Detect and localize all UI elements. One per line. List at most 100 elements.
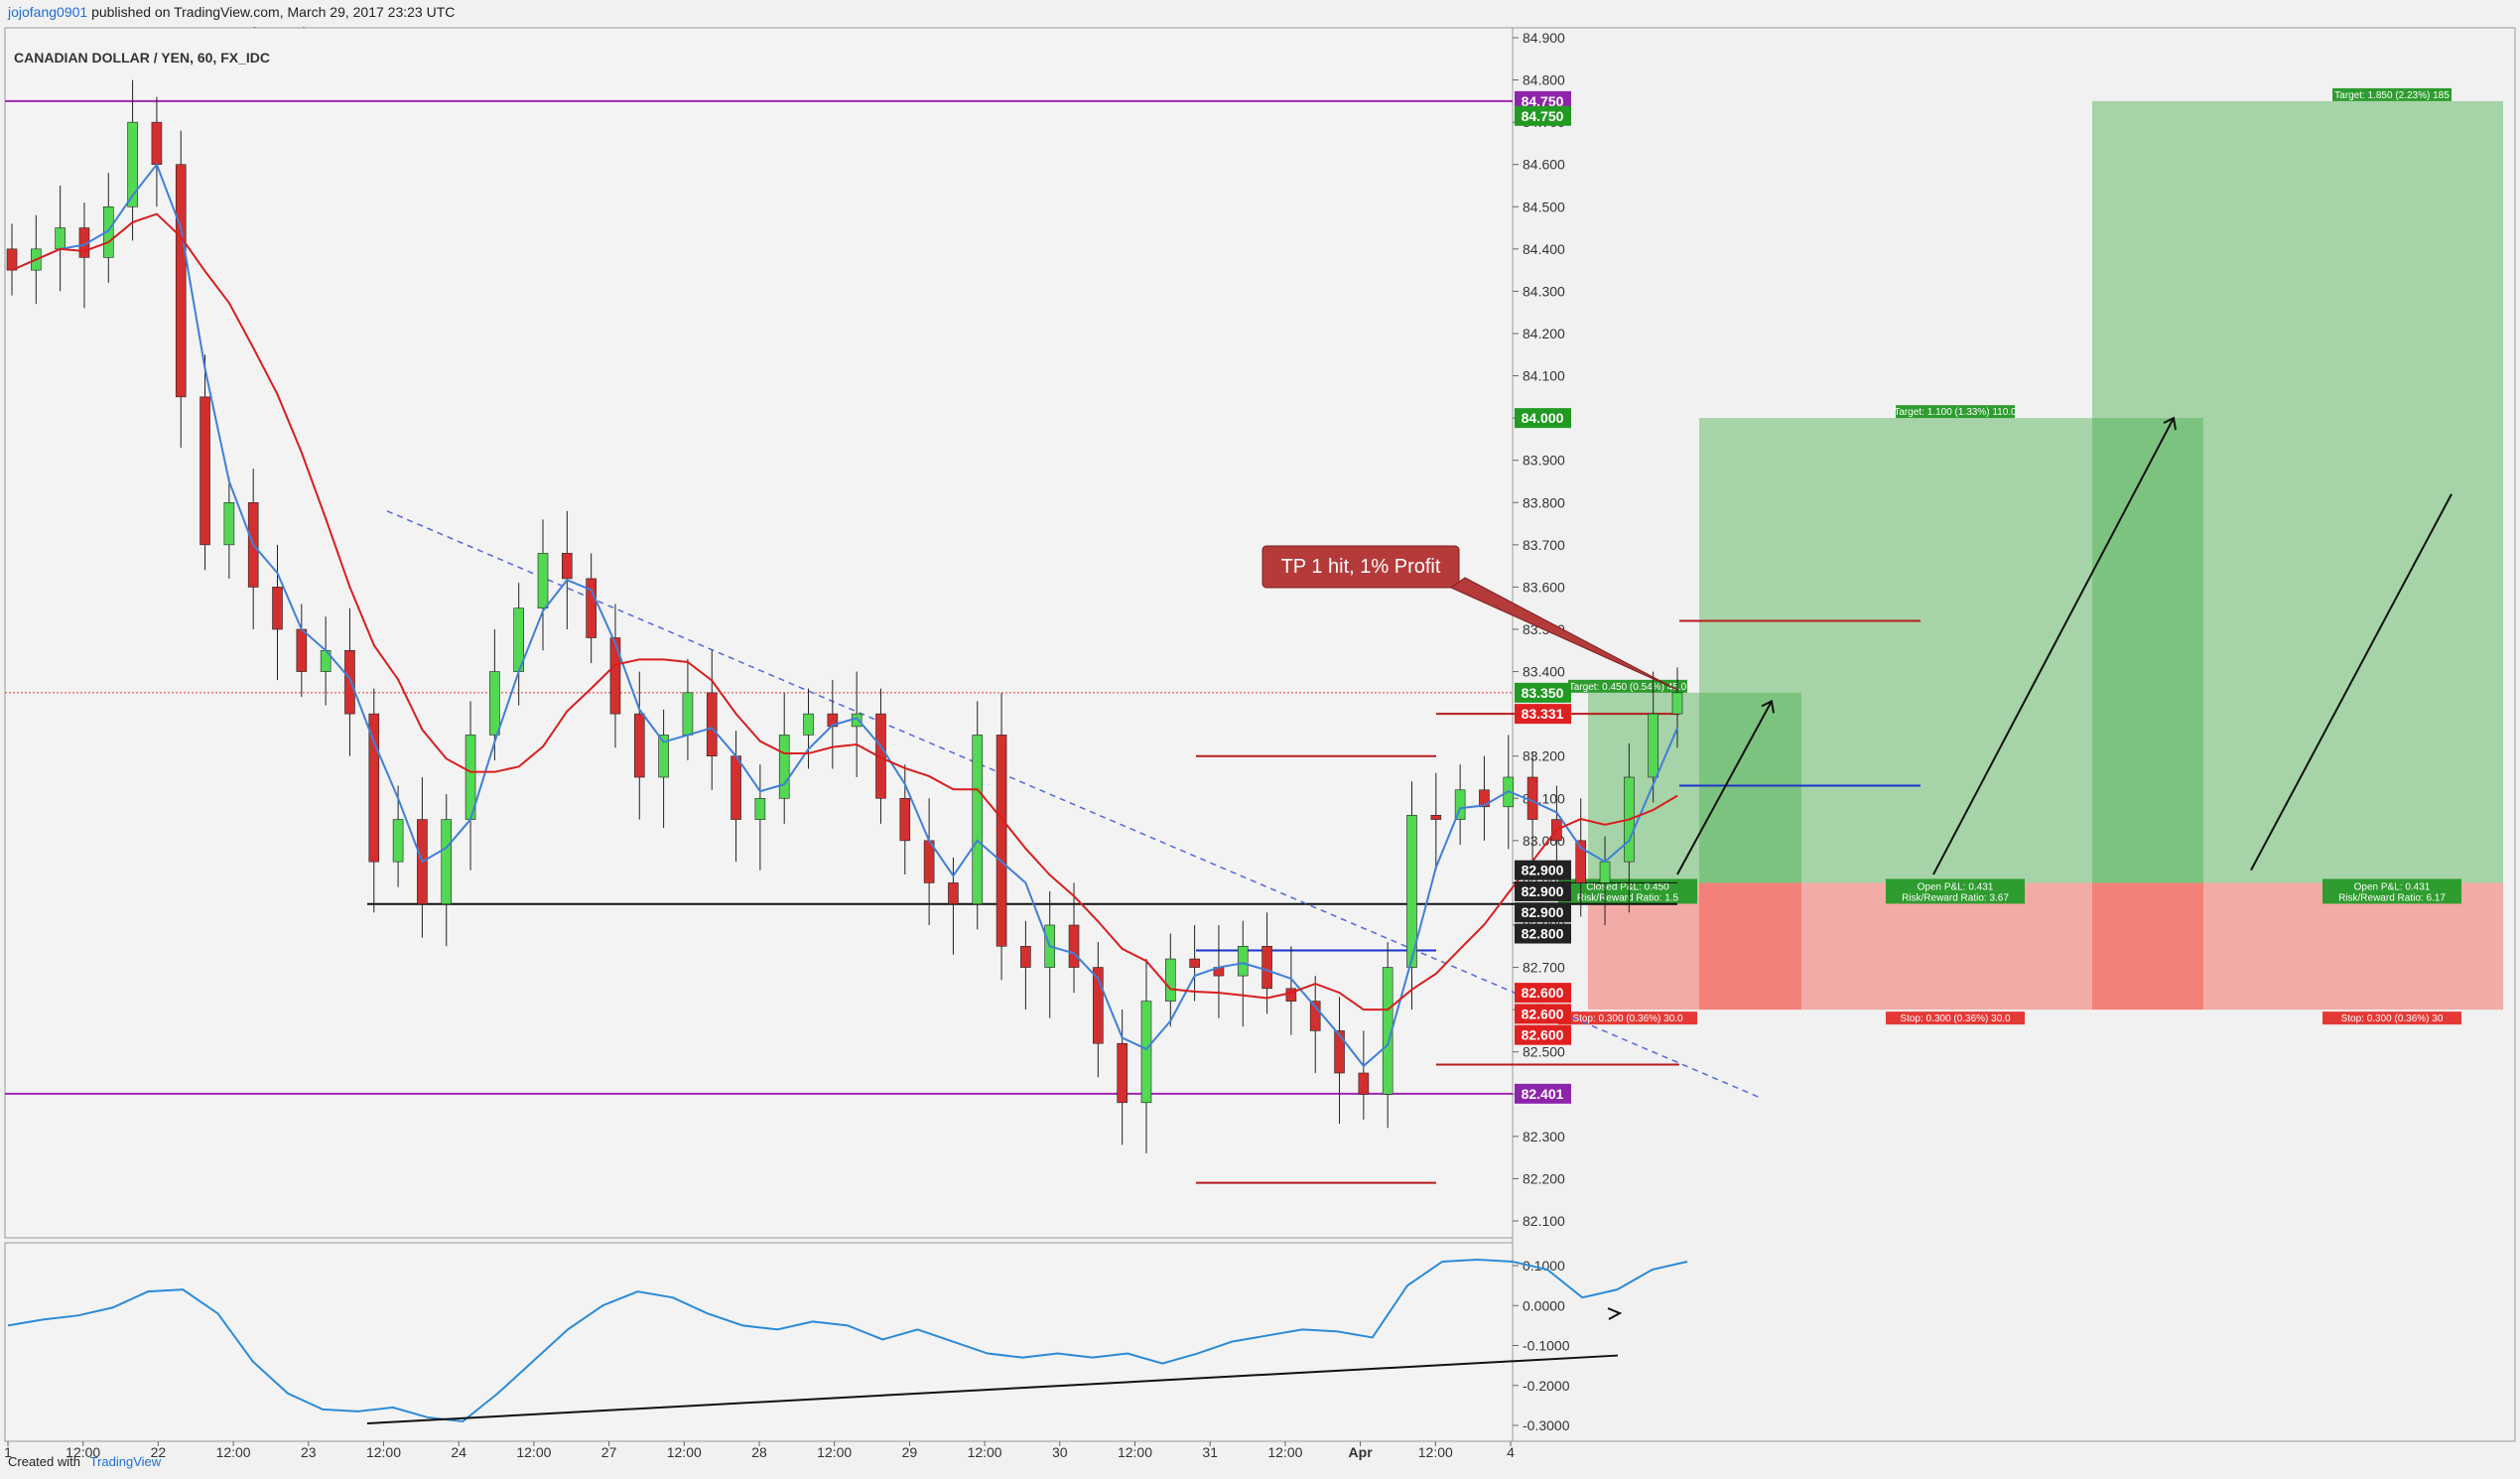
bearish-candle — [199, 396, 210, 546]
price-tick-label: 83.900 — [1523, 453, 1565, 469]
bearish-candle — [562, 553, 573, 580]
target-label-box — [1896, 405, 2015, 419]
stop-label: Stop: 0.300 (0.36%) 30.0 — [1900, 1013, 2011, 1024]
risk-reward-label: Risk/Reward Ratio: 1.5 — [1577, 892, 1679, 903]
price-axis-badge — [1515, 408, 1571, 429]
bearish-candle — [730, 755, 741, 820]
time-tick-label: 27 — [601, 1444, 617, 1460]
bearish-candle — [1479, 789, 1490, 808]
bullish-candle — [1454, 789, 1466, 820]
bearish-candle — [175, 164, 187, 398]
time-tick-label: 12:00 — [1118, 1444, 1152, 1460]
price-axis-badge — [1515, 704, 1571, 725]
bullish-candle — [1671, 692, 1683, 715]
bearish-candle — [1430, 815, 1442, 820]
price-axis-badge-label: 84.750 — [1522, 108, 1564, 124]
oscillator-line — [7, 1258, 1688, 1423]
price-tick-label: 82.700 — [1523, 960, 1565, 976]
bearish-candle — [1093, 967, 1104, 1044]
price-tick-label: 84.100 — [1523, 368, 1565, 384]
price-axis-badge — [1515, 860, 1571, 880]
target-label-box — [1568, 679, 1687, 693]
price-tick-label: 84.600 — [1523, 157, 1565, 173]
price-axis-badge-label: 82.900 — [1522, 883, 1564, 899]
bullish-candle — [1648, 713, 1658, 778]
stop-label-box — [2322, 1011, 2461, 1025]
tradingview-logo[interactable]: TradingView — [89, 1454, 162, 1469]
stop-label: Stop: 0.300 (0.36%) 30 — [2341, 1013, 2444, 1024]
time-tick-label: 12:00 — [968, 1444, 1002, 1460]
bearish-candle — [827, 713, 839, 728]
oscillator-tick-label: 0.0000 — [1523, 1297, 1565, 1313]
target-zone — [1699, 418, 2203, 883]
bearish-candle — [1189, 958, 1200, 968]
time-tick-label: 22 — [151, 1444, 167, 1460]
price-axis-badge-label: 82.600 — [1522, 1006, 1564, 1021]
time-tick-label: 12:00 — [667, 1444, 702, 1460]
target-label: Target: 0.450 (0.54%) 45.0 — [1569, 682, 1687, 693]
oscillator-tick-label: 0.1000 — [1523, 1258, 1565, 1274]
footer: Created with TradingView — [8, 1454, 161, 1469]
projection-arrow — [2250, 493, 2453, 872]
bullish-candle — [682, 692, 694, 736]
time-tick-label: 12:00 — [66, 1444, 100, 1460]
bullish-candle — [102, 205, 114, 258]
oscillator-tick-label: -0.2000 — [1523, 1378, 1570, 1394]
bearish-candle — [706, 692, 718, 757]
price-axis-badge-label: 82.800 — [1522, 926, 1564, 942]
price-tick-label: 82.100 — [1523, 1213, 1565, 1229]
bullish-candle — [803, 713, 814, 736]
oscillator-tick-label: -0.3000 — [1523, 1417, 1570, 1433]
bearish-candle — [609, 637, 621, 715]
arrow-head — [1761, 699, 1775, 714]
bearish-candle — [1309, 1001, 1321, 1031]
price-axis-badge-label: 82.900 — [1522, 904, 1564, 920]
price-tick-label: 84.500 — [1523, 199, 1565, 214]
price-panel — [4, 27, 1514, 1239]
time-tick-label: 24 — [451, 1444, 466, 1460]
bullish-candle — [489, 671, 500, 736]
time-tick-label: 28 — [751, 1444, 767, 1460]
price-tick-label: 83.800 — [1523, 494, 1565, 510]
time-tick-label: 12:00 — [366, 1444, 401, 1460]
price-tick-label: 84.200 — [1523, 326, 1565, 341]
price-axis-badge-label: 84.000 — [1522, 410, 1564, 426]
bullish-candle — [1406, 815, 1417, 968]
callout-text: TP 1 hit, 1% Profit — [1281, 556, 1441, 578]
published-text: published on TradingView.com, March 29, … — [91, 4, 456, 20]
stop-zone — [2092, 882, 2503, 1010]
pnl-label: Closed P&L: 0.450 — [1586, 881, 1669, 892]
oscillator-panel — [4, 1242, 1514, 1442]
bearish-candle — [296, 628, 308, 672]
time-tick-label: Apr — [1349, 1444, 1374, 1460]
price-axis-badge-label: 82.600 — [1522, 1027, 1564, 1043]
bearish-candle — [1285, 988, 1297, 1002]
price-tick-label: 84.900 — [1523, 30, 1565, 46]
bearish-candle — [948, 882, 959, 905]
bullish-candle — [1599, 861, 1611, 883]
bearish-candle — [1020, 945, 1031, 968]
bullish-candle — [1165, 958, 1176, 1002]
arrow-head — [2163, 416, 2177, 431]
price-tick-label: 83.700 — [1523, 537, 1565, 553]
time-tick-label: 12:00 — [516, 1444, 551, 1460]
price-tick-label: 83.400 — [1523, 664, 1565, 680]
bearish-candle — [586, 578, 597, 638]
author-link[interactable]: jojofang0901 — [8, 4, 88, 20]
stop-label-box — [1886, 1011, 2025, 1025]
bullish-candle — [441, 819, 453, 905]
bearish-candle — [368, 713, 380, 863]
time-tick-label: 12:00 — [1418, 1444, 1453, 1460]
price-axis-badge-label: 83.350 — [1522, 685, 1564, 701]
bearish-candle — [1334, 1030, 1345, 1074]
price-tick-label: 84.800 — [1523, 72, 1565, 88]
bullish-candle — [1237, 945, 1249, 977]
bearish-candle — [899, 797, 911, 842]
time-tick-label: 12:00 — [1267, 1444, 1302, 1460]
target-label: Target: 1.100 (1.33%) 110.0 — [1894, 407, 2017, 418]
bearish-candle — [6, 248, 18, 271]
time-tick-label: 30 — [1052, 1444, 1068, 1460]
price-axis-badge-label: 82.401 — [1522, 1086, 1564, 1102]
chart-title: CANADIAN DOLLAR / YEN, 60, FX_IDC — [14, 50, 270, 66]
